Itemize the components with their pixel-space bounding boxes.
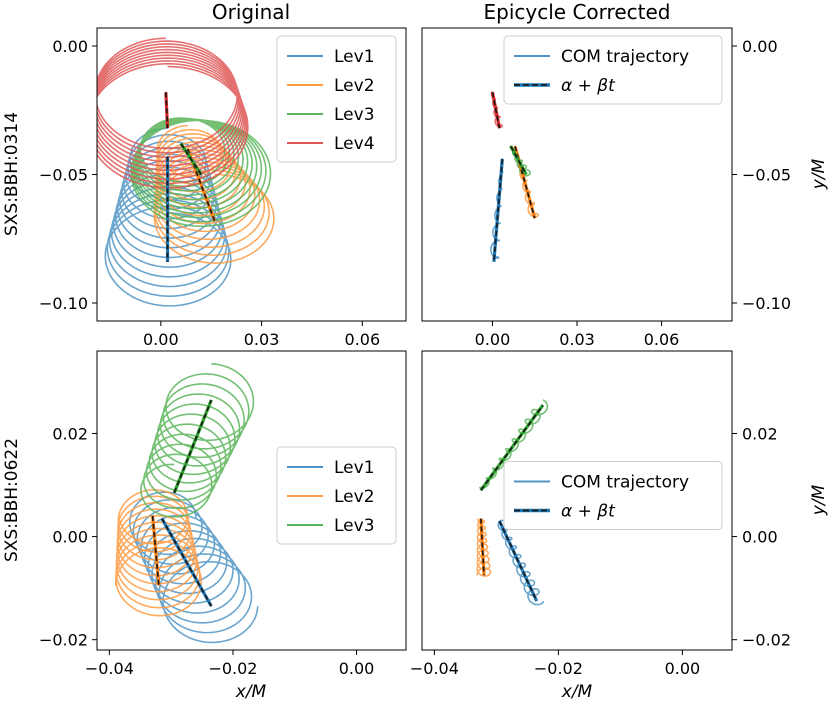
panel-corrected-0622: −0.04 −0.02 0.00 0.02 0.00 −0.02 COM trajecto… <box>410 350 791 678</box>
series-lev3-fit-line <box>480 404 544 491</box>
series-lev3-fit-line <box>180 143 202 175</box>
y-tick-label: 0.02 <box>742 424 778 443</box>
row-label-bbh-0622: SXS:BBH:0622 <box>2 438 22 562</box>
legend: COM trajectory α + βt <box>503 461 723 530</box>
legend-label: Lev4 <box>334 134 375 154</box>
y-tick-label: −0.02 <box>742 631 791 650</box>
series-lev4-trajectory <box>97 37 249 189</box>
legend-label: Lev1 <box>334 458 375 478</box>
series-lev3-fit-line <box>510 145 528 175</box>
axis-ticks: −0.04 −0.02 0.00 0.02 0.00 −0.02 <box>39 424 374 678</box>
y-tick-label: −0.10 <box>39 294 88 313</box>
x-tick-label: 0.03 <box>559 330 595 349</box>
y-tick-label: 0.00 <box>742 528 778 547</box>
y-tick-label: 0.00 <box>52 528 88 547</box>
legend-label: COM trajectory <box>561 473 689 493</box>
x-tick-label: 0.06 <box>644 330 680 349</box>
legend-label: Lev2 <box>334 487 375 507</box>
series-lev3-trajectory <box>140 363 255 518</box>
legend-label: COM trajectory <box>561 47 689 67</box>
legend-frame <box>503 461 723 530</box>
plot-area <box>97 37 275 307</box>
x-tick-label: −0.04 <box>410 659 459 678</box>
axes-frame <box>96 27 407 322</box>
y-tick-label: 0.00 <box>52 37 88 56</box>
y-tick-label: 0.02 <box>52 424 88 443</box>
legend-label: Lev1 <box>334 47 375 67</box>
series-lev2-fit-line <box>480 518 485 576</box>
series-lev2-trajectory <box>476 517 492 577</box>
x-tick-label: 0.00 <box>143 330 179 349</box>
legend-label: Lev2 <box>334 76 375 96</box>
legend-label: Lev3 <box>334 105 375 125</box>
x-tick-label: 0.03 <box>244 330 280 349</box>
x-tick-label: −0.02 <box>208 659 257 678</box>
legend: COM trajectory α + βt <box>503 35 723 105</box>
legend-frame <box>276 35 397 163</box>
series-lev1-fit-line <box>493 159 504 262</box>
axis-ticks: −0.04 −0.02 0.00 0.02 0.00 −0.02 <box>410 424 791 678</box>
panel-original-0622: −0.04 −0.02 0.00 0.02 0.00 −0.02 Lev1 Lev2 Lev3 <box>39 350 407 678</box>
legend-label: α + βt <box>561 76 616 96</box>
plot-area <box>490 90 540 263</box>
x-tick-label: 0.00 <box>475 330 511 349</box>
x-tick-label: −0.04 <box>85 659 134 678</box>
x-tick-label: 0.00 <box>665 659 701 678</box>
series-lev1-fit-line <box>161 518 213 607</box>
y-tick-label: −0.05 <box>39 166 88 185</box>
panel-original-0314: 0.00 0.03 0.060.00−0.05−0.10 Lev1Lev2Lev3L… <box>39 27 407 349</box>
series-lev1-fit-line <box>498 520 538 602</box>
legend-frame <box>503 35 723 105</box>
axes-frame <box>421 350 733 651</box>
series-lev4-fit-line <box>165 92 169 129</box>
series-lev2-fit-line <box>151 515 160 586</box>
column-title-epicycle-corrected: Epicycle Corrected <box>484 0 671 24</box>
panel-corrected-0314: 0.00 0.03 0.06 0.00 −0.05 −0.10 COM trajector… <box>421 27 791 349</box>
x-tick-label: 0.00 <box>339 659 375 678</box>
legend: Lev1 Lev2 Lev3 <box>276 446 397 545</box>
x-tick-label: −0.02 <box>534 659 583 678</box>
series-lev3-fit-line <box>173 399 213 494</box>
series-lev1-trajectory <box>497 519 545 606</box>
y-tick-label: −0.05 <box>742 166 791 185</box>
xlabel-bottom-right: x/M <box>561 682 593 702</box>
axis-ticks: 0.00 0.03 0.06 0.00 −0.05 −0.10 <box>39 37 380 349</box>
legend-frame <box>276 446 397 545</box>
legend-label: α + βt <box>561 502 616 522</box>
row-label-bbh-0314: SXS:BBH:0314 <box>2 112 22 236</box>
axes-frame <box>421 27 733 322</box>
ylabel-right-top: y/M <box>809 158 829 190</box>
series-lev4-fit-line <box>491 92 501 129</box>
x-tick-label: 0.06 <box>345 330 381 349</box>
axis-ticks: 0.00 0.03 0.06 0.00 −0.05 −0.10 <box>475 37 791 349</box>
ylabel-right-bottom: y/M <box>809 484 829 516</box>
legend: Lev1 Lev2 Lev3 Lev4 <box>276 35 397 163</box>
xlabel-bottom-left: x/M <box>235 682 267 702</box>
y-tick-label: −0.02 <box>39 631 88 650</box>
series-lev2-trajectory <box>114 489 203 617</box>
column-title-original: Original <box>212 0 290 24</box>
y-tick-label: 0.00 <box>742 37 778 56</box>
plot-area <box>476 399 549 606</box>
y-tick-label: −0.10 <box>742 294 791 313</box>
axes-frame <box>96 350 407 651</box>
plot-area <box>114 363 259 644</box>
legend-label: Lev3 <box>334 516 375 536</box>
